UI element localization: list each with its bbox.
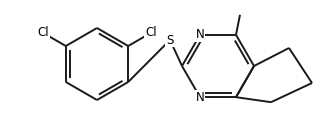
- Text: N: N: [196, 28, 204, 41]
- Text: Cl: Cl: [145, 27, 156, 39]
- Text: S: S: [166, 34, 174, 46]
- Text: Cl: Cl: [37, 27, 49, 39]
- Text: N: N: [196, 91, 204, 104]
